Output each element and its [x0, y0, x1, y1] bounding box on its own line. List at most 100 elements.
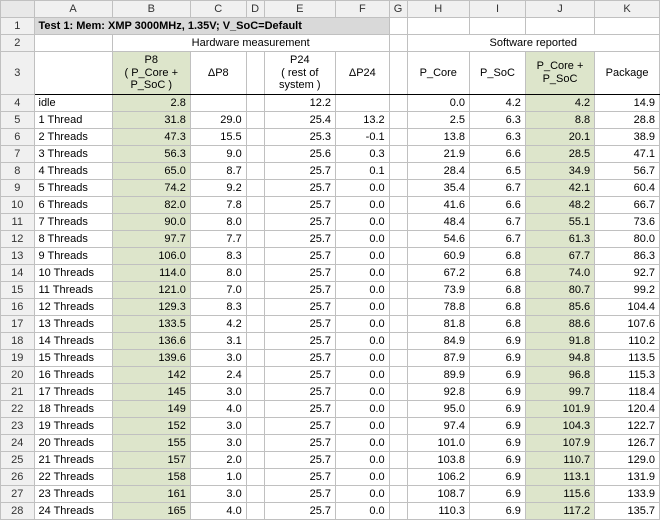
cell-8-A[interactable]: 4 Threads	[34, 162, 112, 179]
cell-9-D[interactable]	[246, 179, 264, 196]
cell-21-J[interactable]: 99.7	[525, 383, 594, 400]
cell-15-D[interactable]	[246, 281, 264, 298]
cell-4-F[interactable]	[336, 94, 390, 111]
cell-21-D[interactable]	[246, 383, 264, 400]
row-header-9[interactable]: 9	[1, 179, 35, 196]
col-header-D[interactable]: D	[246, 1, 264, 18]
cell-23-G[interactable]	[389, 417, 407, 434]
cell-20-D[interactable]	[246, 366, 264, 383]
cell-4-D[interactable]	[246, 94, 264, 111]
cell-1-K[interactable]	[595, 18, 660, 35]
cell-12-H[interactable]: 54.6	[407, 230, 470, 247]
cell-18-H[interactable]: 84.9	[407, 332, 470, 349]
cell-13-E[interactable]: 25.7	[264, 247, 335, 264]
cell-22-D[interactable]	[246, 400, 264, 417]
cell-25-I[interactable]: 6.9	[470, 451, 526, 468]
cell-7-H[interactable]: 21.9	[407, 145, 470, 162]
cell-13-D[interactable]	[246, 247, 264, 264]
cell-24-D[interactable]	[246, 434, 264, 451]
cell-10-F[interactable]: 0.0	[336, 196, 390, 213]
cell-21-A[interactable]: 17 Threads	[34, 383, 112, 400]
cell-26-B[interactable]: 158	[112, 468, 190, 485]
cell-14-H[interactable]: 67.2	[407, 264, 470, 281]
cell-20-E[interactable]: 25.7	[264, 366, 335, 383]
cell-18-G[interactable]	[389, 332, 407, 349]
cell-9-E[interactable]: 25.7	[264, 179, 335, 196]
cell-15-K[interactable]: 99.2	[595, 281, 660, 298]
cell-11-G[interactable]	[389, 213, 407, 230]
cell-25-D[interactable]	[246, 451, 264, 468]
cell-28-C[interactable]: 4.0	[190, 502, 246, 519]
cell-28-E[interactable]: 25.7	[264, 502, 335, 519]
cell-5-A[interactable]: 1 Thread	[34, 111, 112, 128]
cell-14-C[interactable]: 8.0	[190, 264, 246, 281]
cell-16-A[interactable]: 12 Threads	[34, 298, 112, 315]
cell-4-K[interactable]: 14.9	[595, 94, 660, 111]
cell-12-B[interactable]: 97.7	[112, 230, 190, 247]
cell-11-J[interactable]: 55.1	[525, 213, 594, 230]
cell-8-J[interactable]: 34.9	[525, 162, 594, 179]
cell-9-K[interactable]: 60.4	[595, 179, 660, 196]
col-header-B[interactable]: B	[112, 1, 190, 18]
cell-1-H[interactable]	[407, 18, 470, 35]
row-header-4[interactable]: 4	[1, 94, 35, 111]
cell-19-G[interactable]	[389, 349, 407, 366]
row-header-6[interactable]: 6	[1, 128, 35, 145]
corner-cell[interactable]	[1, 1, 35, 18]
cell-4-G[interactable]	[389, 94, 407, 111]
cell-22-H[interactable]: 95.0	[407, 400, 470, 417]
cell-15-I[interactable]: 6.8	[470, 281, 526, 298]
cell-23-I[interactable]: 6.9	[470, 417, 526, 434]
cell-17-D[interactable]	[246, 315, 264, 332]
sub-header-G[interactable]	[389, 52, 407, 95]
cell-15-H[interactable]: 73.9	[407, 281, 470, 298]
cell-13-C[interactable]: 8.3	[190, 247, 246, 264]
cell-19-J[interactable]: 94.8	[525, 349, 594, 366]
cell-11-A[interactable]: 7 Threads	[34, 213, 112, 230]
cell-10-D[interactable]	[246, 196, 264, 213]
cell-21-H[interactable]: 92.8	[407, 383, 470, 400]
cell-19-B[interactable]: 139.6	[112, 349, 190, 366]
cell-24-G[interactable]	[389, 434, 407, 451]
row-header-7[interactable]: 7	[1, 145, 35, 162]
cell-4-B[interactable]: 2.8	[112, 94, 190, 111]
cell-9-F[interactable]: 0.0	[336, 179, 390, 196]
cell-17-C[interactable]: 4.2	[190, 315, 246, 332]
cell-28-I[interactable]: 6.9	[470, 502, 526, 519]
cell-19-K[interactable]: 113.5	[595, 349, 660, 366]
cell-24-J[interactable]: 107.9	[525, 434, 594, 451]
cell-11-E[interactable]: 25.7	[264, 213, 335, 230]
cell-28-H[interactable]: 110.3	[407, 502, 470, 519]
cell-27-B[interactable]: 161	[112, 485, 190, 502]
cell-7-E[interactable]: 25.6	[264, 145, 335, 162]
col-header-E[interactable]: E	[264, 1, 335, 18]
cell-14-K[interactable]: 92.7	[595, 264, 660, 281]
cell-28-F[interactable]: 0.0	[336, 502, 390, 519]
cell-26-I[interactable]: 6.9	[470, 468, 526, 485]
cell-17-E[interactable]: 25.7	[264, 315, 335, 332]
cell-14-J[interactable]: 74.0	[525, 264, 594, 281]
cell-22-J[interactable]: 101.9	[525, 400, 594, 417]
cell-11-B[interactable]: 90.0	[112, 213, 190, 230]
cell-13-F[interactable]: 0.0	[336, 247, 390, 264]
col-header-K[interactable]: K	[595, 1, 660, 18]
row-header-20[interactable]: 20	[1, 366, 35, 383]
cell-8-K[interactable]: 56.7	[595, 162, 660, 179]
cell-19-D[interactable]	[246, 349, 264, 366]
cell-7-D[interactable]	[246, 145, 264, 162]
cell-21-I[interactable]: 6.9	[470, 383, 526, 400]
cell-10-C[interactable]: 7.8	[190, 196, 246, 213]
col-header-C[interactable]: C	[190, 1, 246, 18]
row-header-12[interactable]: 12	[1, 230, 35, 247]
cell-15-A[interactable]: 11 Threads	[34, 281, 112, 298]
cell-8-D[interactable]	[246, 162, 264, 179]
row-header-19[interactable]: 19	[1, 349, 35, 366]
cell-3-A[interactable]	[34, 52, 112, 95]
col-header-H[interactable]: H	[407, 1, 470, 18]
cell-24-K[interactable]: 126.7	[595, 434, 660, 451]
cell-23-F[interactable]: 0.0	[336, 417, 390, 434]
row-header-24[interactable]: 24	[1, 434, 35, 451]
cell-8-C[interactable]: 8.7	[190, 162, 246, 179]
cell-25-G[interactable]	[389, 451, 407, 468]
cell-25-J[interactable]: 110.7	[525, 451, 594, 468]
